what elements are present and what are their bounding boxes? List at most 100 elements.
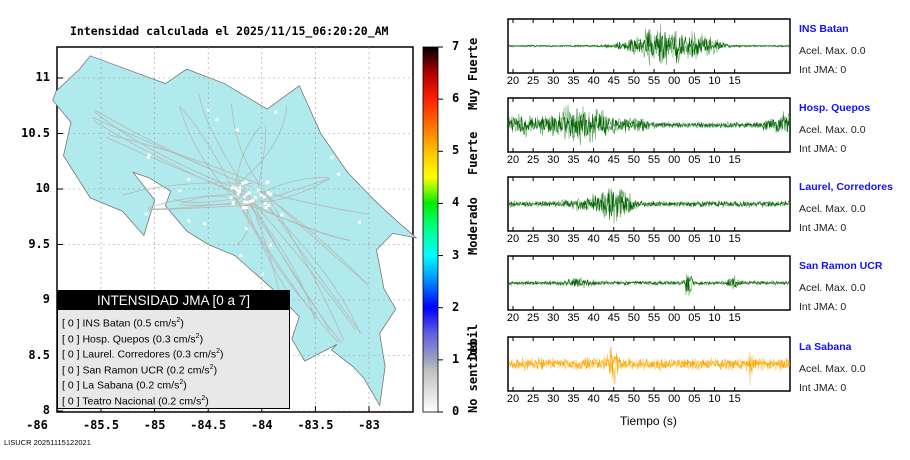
time-tick-label: 10 [708, 154, 721, 166]
legend-value: (0.2 cm/s [136, 379, 180, 392]
town-marker [237, 189, 241, 193]
town-marker [357, 220, 361, 224]
time-tick-label: 55 [647, 312, 661, 324]
legend-paren: ) [205, 395, 209, 407]
colorbar-gradient [422, 46, 439, 413]
x-tick-label: -83 [358, 418, 380, 432]
town-marker [257, 188, 261, 192]
colorbar-tick-label: 1 [452, 351, 460, 366]
station-name: La Sabana [799, 341, 852, 353]
time-tick-label: 50 [627, 233, 641, 245]
time-tick-label: 50 [627, 154, 641, 166]
station-acel-max: Acel. Max. 0.0 [799, 282, 866, 294]
town-marker [233, 266, 237, 270]
time-tick-label: 55 [647, 393, 661, 405]
waveforms [507, 18, 791, 392]
waveform-trace [508, 346, 790, 378]
town-marker [260, 272, 264, 276]
road-line [236, 199, 339, 343]
road-line [231, 103, 261, 186]
station-int-jma: Int JMA: 0 [799, 143, 847, 155]
town-marker [265, 181, 269, 185]
time-tick-label: 20 [506, 75, 520, 87]
legend-station: Hosp. Quepos [82, 333, 150, 345]
time-tick-label: 45 [607, 393, 620, 405]
colorbar-tick-label: 2 [452, 299, 460, 314]
road-line [95, 110, 253, 188]
town-marker [235, 128, 239, 132]
time-tick-label: 00 [668, 393, 681, 405]
town-marker [269, 192, 273, 196]
station-name: INS Batan [799, 23, 849, 35]
station-acel-max: Acel. Max. 0.0 [799, 363, 866, 375]
legend-paren: ) [180, 317, 184, 330]
road-line [179, 107, 238, 202]
road-line [237, 183, 356, 331]
road-line [258, 187, 369, 286]
time-tick-label: 35 [567, 393, 580, 405]
x-tick-label: -86 [26, 418, 48, 432]
road-line [234, 125, 262, 192]
town-marker [124, 219, 128, 223]
legend-jma: [ 0 ] [62, 379, 80, 392]
road-line [93, 120, 257, 203]
town-marker [268, 243, 272, 247]
time-tick-label: 45 [607, 154, 620, 166]
legend-station: Teatro Nacional [82, 395, 156, 407]
legend-jma: [ 0 ] [62, 333, 80, 345]
x-tick-label: -83.5 [297, 418, 334, 432]
town-marker [187, 219, 191, 223]
time-tick-label: 15 [728, 393, 741, 405]
time-tick-label: 50 [627, 312, 641, 324]
town-marker [241, 181, 245, 185]
legend-jma: [ 0 ] [62, 364, 80, 376]
footer-id: LISUCR 20251115122021 [4, 438, 91, 447]
town-marker [245, 200, 249, 204]
legend-row: [ 0 ] Laurel. Corredores (0.3 cm/s2) [58, 344, 289, 361]
road-line [105, 136, 246, 197]
town-marker [147, 153, 151, 157]
legend-exp: 2 [209, 363, 214, 371]
time-tick-label: 40 [587, 233, 600, 245]
station-acel-max: Acel. Max. 0.0 [799, 124, 866, 136]
intensity-legend: INTENSIDAD JMA [0 a 7] [ 0 ] INS Batan (… [57, 290, 290, 409]
waveform-trace [508, 188, 790, 220]
colorbar-category: Moderado [466, 197, 480, 255]
town-marker [337, 172, 341, 176]
time-tick-label: 10 [708, 393, 721, 405]
town-marker [266, 191, 270, 195]
time-tick-label: 45 [607, 75, 620, 87]
x-tick-label: -84 [250, 418, 273, 432]
legend-paren: ) [220, 348, 224, 361]
time-tick-label: 50 [627, 75, 641, 87]
town-marker [134, 256, 138, 260]
town-marker [248, 199, 252, 203]
town-marker [203, 222, 207, 226]
waveform-trace [508, 188, 790, 224]
town-marker [259, 193, 263, 197]
town-marker [274, 110, 278, 114]
legend-row: [ 0 ] San Ramon UCR (0.2 cm/s2) [58, 360, 289, 377]
map-title: Intensidad calculada el 2025/11/15_06:20… [70, 24, 389, 38]
town-marker [177, 189, 181, 193]
legend-paren: ) [213, 364, 218, 376]
road-line [236, 105, 288, 186]
road-line [149, 204, 259, 211]
waveform-trace [508, 275, 790, 292]
road-line [242, 198, 350, 241]
time-tick-label: 00 [668, 75, 681, 87]
time-tick-label: 10 [708, 233, 721, 245]
time-tick-label: 05 [688, 154, 701, 166]
legend-row: [ 0 ] Hosp. Quepos (0.3 cm/s2) [58, 329, 289, 346]
town-marker [253, 195, 257, 199]
town-marker [320, 117, 324, 121]
road-line [261, 177, 331, 203]
station-name: San Ramon UCR [799, 260, 883, 272]
colorbar-category: Debil [466, 323, 480, 360]
town-marker [236, 188, 240, 192]
road-line [179, 105, 237, 197]
legend-row: [ 0 ] Teatro Nacional (0.2 cm/s2) [58, 391, 289, 408]
time-tick-label: 00 [668, 312, 681, 324]
time-tick-label: 20 [506, 393, 520, 405]
colorbar-tick-label: 3 [452, 247, 460, 262]
